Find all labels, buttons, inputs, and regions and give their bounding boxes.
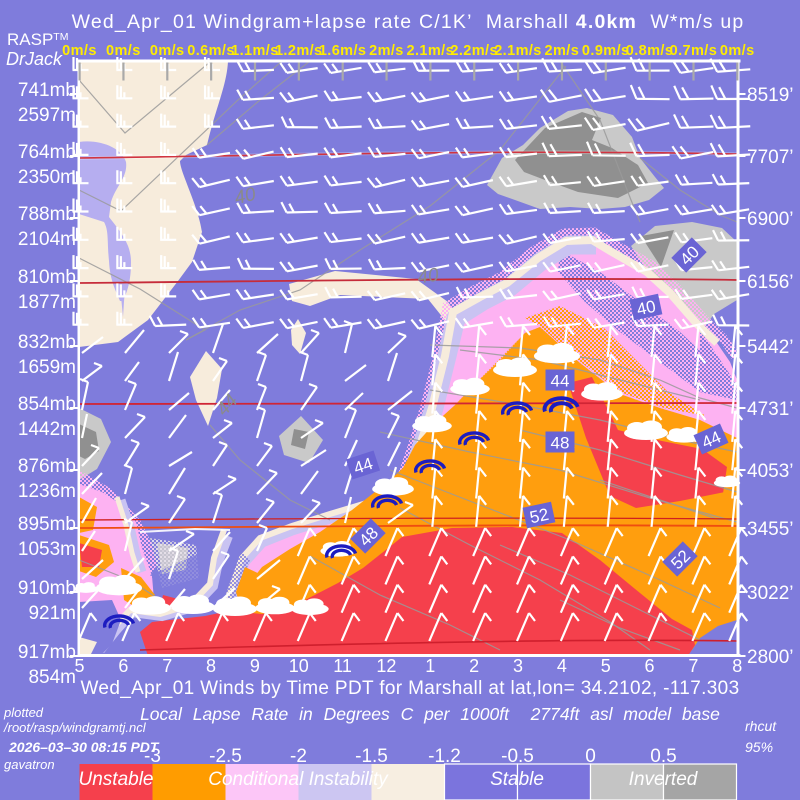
svg-text:7: 7: [688, 656, 698, 676]
svg-text:Conditional Instability: Conditional Instability: [208, 769, 389, 790]
svg-text:5442’: 5442’: [747, 337, 794, 358]
svg-text:0m/s: 0m/s: [62, 43, 97, 59]
svg-text:0.8m/s: 0.8m/s: [626, 43, 674, 59]
svg-text:12: 12: [376, 656, 396, 676]
svg-text:Stable: Stable: [490, 769, 544, 790]
svg-text:1877m: 1877m: [18, 292, 76, 313]
svg-text:1236m: 1236m: [18, 481, 76, 502]
svg-text:8: 8: [732, 656, 742, 676]
svg-text:52: 52: [528, 505, 550, 528]
svg-text:1053m: 1053m: [18, 539, 76, 560]
svg-text:1: 1: [425, 656, 435, 676]
svg-text:2350m: 2350m: [18, 167, 76, 188]
svg-text:0.5: 0.5: [650, 746, 676, 767]
svg-text:11: 11: [333, 656, 352, 676]
svg-text:-2.5: -2.5: [209, 746, 242, 767]
svg-text:Local Lapse Rate in Degrees C: Local Lapse Rate in Degrees C per 1000ft…: [140, 704, 720, 724]
svg-text:2.1m/s: 2.1m/s: [407, 43, 455, 59]
svg-text:2026–03–30 08:15 PDT: 2026–03–30 08:15 PDT: [8, 739, 160, 755]
svg-text:4731’: 4731’: [747, 399, 794, 420]
svg-text:854m: 854m: [28, 667, 76, 688]
svg-text:854mb: 854mb: [18, 394, 76, 415]
svg-text:876mb: 876mb: [18, 456, 76, 477]
svg-text:6156’: 6156’: [747, 272, 794, 293]
svg-text:-2: -2: [290, 746, 307, 767]
svg-text:1659m: 1659m: [18, 357, 76, 378]
svg-text:2m/s: 2m/s: [369, 43, 404, 59]
svg-text:48: 48: [551, 434, 570, 453]
svg-text:1.1m/s: 1.1m/s: [231, 43, 279, 59]
svg-text:-1.5: -1.5: [355, 746, 388, 767]
svg-text:2m/s: 2m/s: [545, 43, 580, 59]
svg-text:0.9m/s: 0.9m/s: [582, 43, 630, 59]
svg-text:10: 10: [289, 656, 309, 676]
svg-text:5: 5: [601, 656, 611, 676]
svg-text:917mb: 917mb: [18, 642, 76, 663]
svg-text:6900’: 6900’: [747, 209, 794, 230]
svg-text:6: 6: [118, 656, 128, 676]
svg-text:7707’: 7707’: [747, 147, 794, 168]
svg-text:2: 2: [469, 656, 479, 676]
svg-text:DrJack: DrJack: [6, 49, 63, 69]
svg-text:7: 7: [162, 656, 172, 676]
svg-text:Inverted: Inverted: [629, 769, 699, 790]
svg-text:plotted: plotted: [3, 705, 44, 720]
svg-text:0m/s: 0m/s: [150, 43, 185, 59]
svg-text:95%: 95%: [745, 739, 773, 755]
svg-text:-3: -3: [144, 746, 161, 767]
svg-text:788mb: 788mb: [18, 204, 76, 225]
svg-text:810mb: 810mb: [18, 267, 76, 288]
svg-text:-0.5: -0.5: [501, 746, 534, 767]
svg-text:RASPTM: RASPTM: [7, 30, 68, 49]
svg-text:741mb: 741mb: [18, 80, 76, 101]
svg-text:/root/rasp/windgramtj.ncl: /root/rasp/windgramtj.ncl: [3, 720, 147, 735]
svg-text:0m/s: 0m/s: [720, 43, 755, 59]
svg-text:-1.2: -1.2: [428, 746, 461, 767]
svg-text:0m/s: 0m/s: [106, 43, 141, 59]
svg-text:44: 44: [551, 372, 570, 391]
svg-text:6: 6: [645, 656, 655, 676]
svg-text:0.6m/s: 0.6m/s: [187, 43, 235, 59]
svg-text:910mb: 910mb: [18, 578, 76, 599]
svg-text:8519’: 8519’: [747, 85, 794, 106]
svg-text:764mb: 764mb: [18, 142, 76, 163]
svg-text:8: 8: [206, 656, 216, 676]
svg-text:3: 3: [513, 656, 523, 676]
svg-text:4053’: 4053’: [747, 461, 794, 482]
svg-text:9: 9: [250, 656, 260, 676]
svg-text:rhcut: rhcut: [745, 718, 777, 734]
svg-text:921m: 921m: [28, 603, 76, 624]
svg-text:Wed_Apr_01 Windgram+lapse rate: Wed_Apr_01 Windgram+lapse rate C/1K’ Mar…: [72, 11, 745, 33]
svg-text:44: 44: [351, 454, 375, 478]
svg-text:2597m: 2597m: [18, 105, 76, 126]
svg-text:832mb: 832mb: [18, 332, 76, 353]
svg-text:Unstable: Unstable: [79, 769, 154, 790]
svg-text:895mb: 895mb: [18, 514, 76, 535]
svg-text:2.1m/s: 2.1m/s: [494, 43, 542, 59]
svg-text:gavatron: gavatron: [4, 757, 55, 772]
svg-text:0.7m/s: 0.7m/s: [670, 43, 718, 59]
svg-text:2.2m/s: 2.2m/s: [450, 43, 498, 59]
svg-text:4: 4: [557, 656, 567, 676]
svg-text:2104m: 2104m: [18, 229, 76, 250]
svg-text:3455’: 3455’: [747, 519, 794, 540]
svg-text:2800’: 2800’: [747, 647, 794, 668]
svg-text:1442m: 1442m: [18, 419, 76, 440]
svg-text:0: 0: [585, 746, 596, 767]
svg-text:40: 40: [635, 297, 657, 320]
svg-text:3022’: 3022’: [747, 583, 794, 604]
svg-text:1.6m/s: 1.6m/s: [319, 43, 367, 59]
svg-text:1.2m/s: 1.2m/s: [275, 43, 323, 59]
svg-text:Wed_Apr_01 Winds by Time PDT f: Wed_Apr_01 Winds by Time PDT for Marshal…: [80, 678, 739, 699]
svg-text:40: 40: [416, 265, 440, 289]
svg-text:5: 5: [74, 656, 84, 676]
